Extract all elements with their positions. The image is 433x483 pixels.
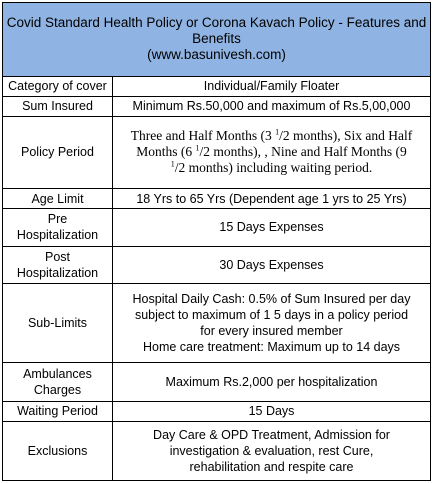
table-row: Category of cover Individual/Family Floa… <box>2 75 431 97</box>
row-label-policy-period: Policy Period <box>2 115 113 190</box>
row-value-category: Individual/Family Floater <box>112 75 431 97</box>
row-label-pre-hospitalization: Pre Hospitalization <box>2 208 113 247</box>
row-value-sum-insured: Minimum Rs.50,000 and maximum of Rs.5,00… <box>112 95 431 117</box>
row-value-waiting-period: 15 Days <box>112 400 431 422</box>
policy-period-line1: Three and Half Months (3 1/2 months), Si… <box>130 127 413 144</box>
row-value-ambulance: Maximum Rs.2,000 per hospitalization <box>112 362 431 402</box>
row-value-sub-limits: Hospital Daily Cash: 0.5% of Sum Insured… <box>112 283 431 364</box>
row-value-age-limit: 18 Yrs to 65 Yrs (Dependent age 1 yrs to… <box>112 188 431 210</box>
row-value-post-hospitalization: 30 Days Expenses <box>112 245 431 285</box>
row-label-category: Category of cover <box>2 75 113 97</box>
row-label-sub-limits: Sub-Limits <box>2 283 113 364</box>
table-row: Policy Period Three and Half Months (3 1… <box>2 115 431 190</box>
row-value-exclusions: Day Care & OPD Treatment, Admission for … <box>112 420 431 482</box>
row-label-sum-insured: Sum Insured <box>2 95 113 117</box>
row-label-age-limit: Age Limit <box>2 188 113 210</box>
table-header-row: Covid Standard Health Policy or Corona K… <box>2 2 431 77</box>
table-row: Exclusions Day Care & OPD Treatment, Adm… <box>2 420 431 482</box>
policy-period-line2: Months (6 1/2 months), , Nine and Half M… <box>136 143 407 160</box>
table-title-cell: Covid Standard Health Policy or Corona K… <box>2 2 431 77</box>
row-label-ambulance: Ambulances Charges <box>2 362 113 402</box>
table-row: Ambulances Charges Maximum Rs.2,000 per … <box>2 362 431 402</box>
row-label-post-hospitalization: Post Hospitalization <box>2 245 113 285</box>
table-title-line1: Covid Standard Health Policy or Corona K… <box>6 15 427 31</box>
row-label-waiting-period: Waiting Period <box>2 400 113 422</box>
table-row: Waiting Period 15 Days <box>2 400 431 422</box>
website-text: (www.basunivesh.com) <box>147 47 286 63</box>
table-row: Sum Insured Minimum Rs.50,000 and maximu… <box>2 95 431 117</box>
table-row: Post Hospitalization 30 Days Expenses <box>2 245 431 285</box>
policy-period-line3: 1/2 months) including waiting period. <box>170 159 373 176</box>
table-row: Sub-Limits Hospital Daily Cash: 0.5% of … <box>2 283 431 364</box>
row-label-exclusions: Exclusions <box>2 420 113 482</box>
table-row: Age Limit 18 Yrs to 65 Yrs (Dependent ag… <box>2 188 431 210</box>
row-value-policy-period: Three and Half Months (3 1/2 months), Si… <box>112 115 431 190</box>
row-value-pre-hospitalization: 15 Days Expenses <box>112 208 431 247</box>
table-row: Pre Hospitalization 15 Days Expenses <box>2 208 431 247</box>
table-title-line2: Benefits <box>192 31 241 47</box>
